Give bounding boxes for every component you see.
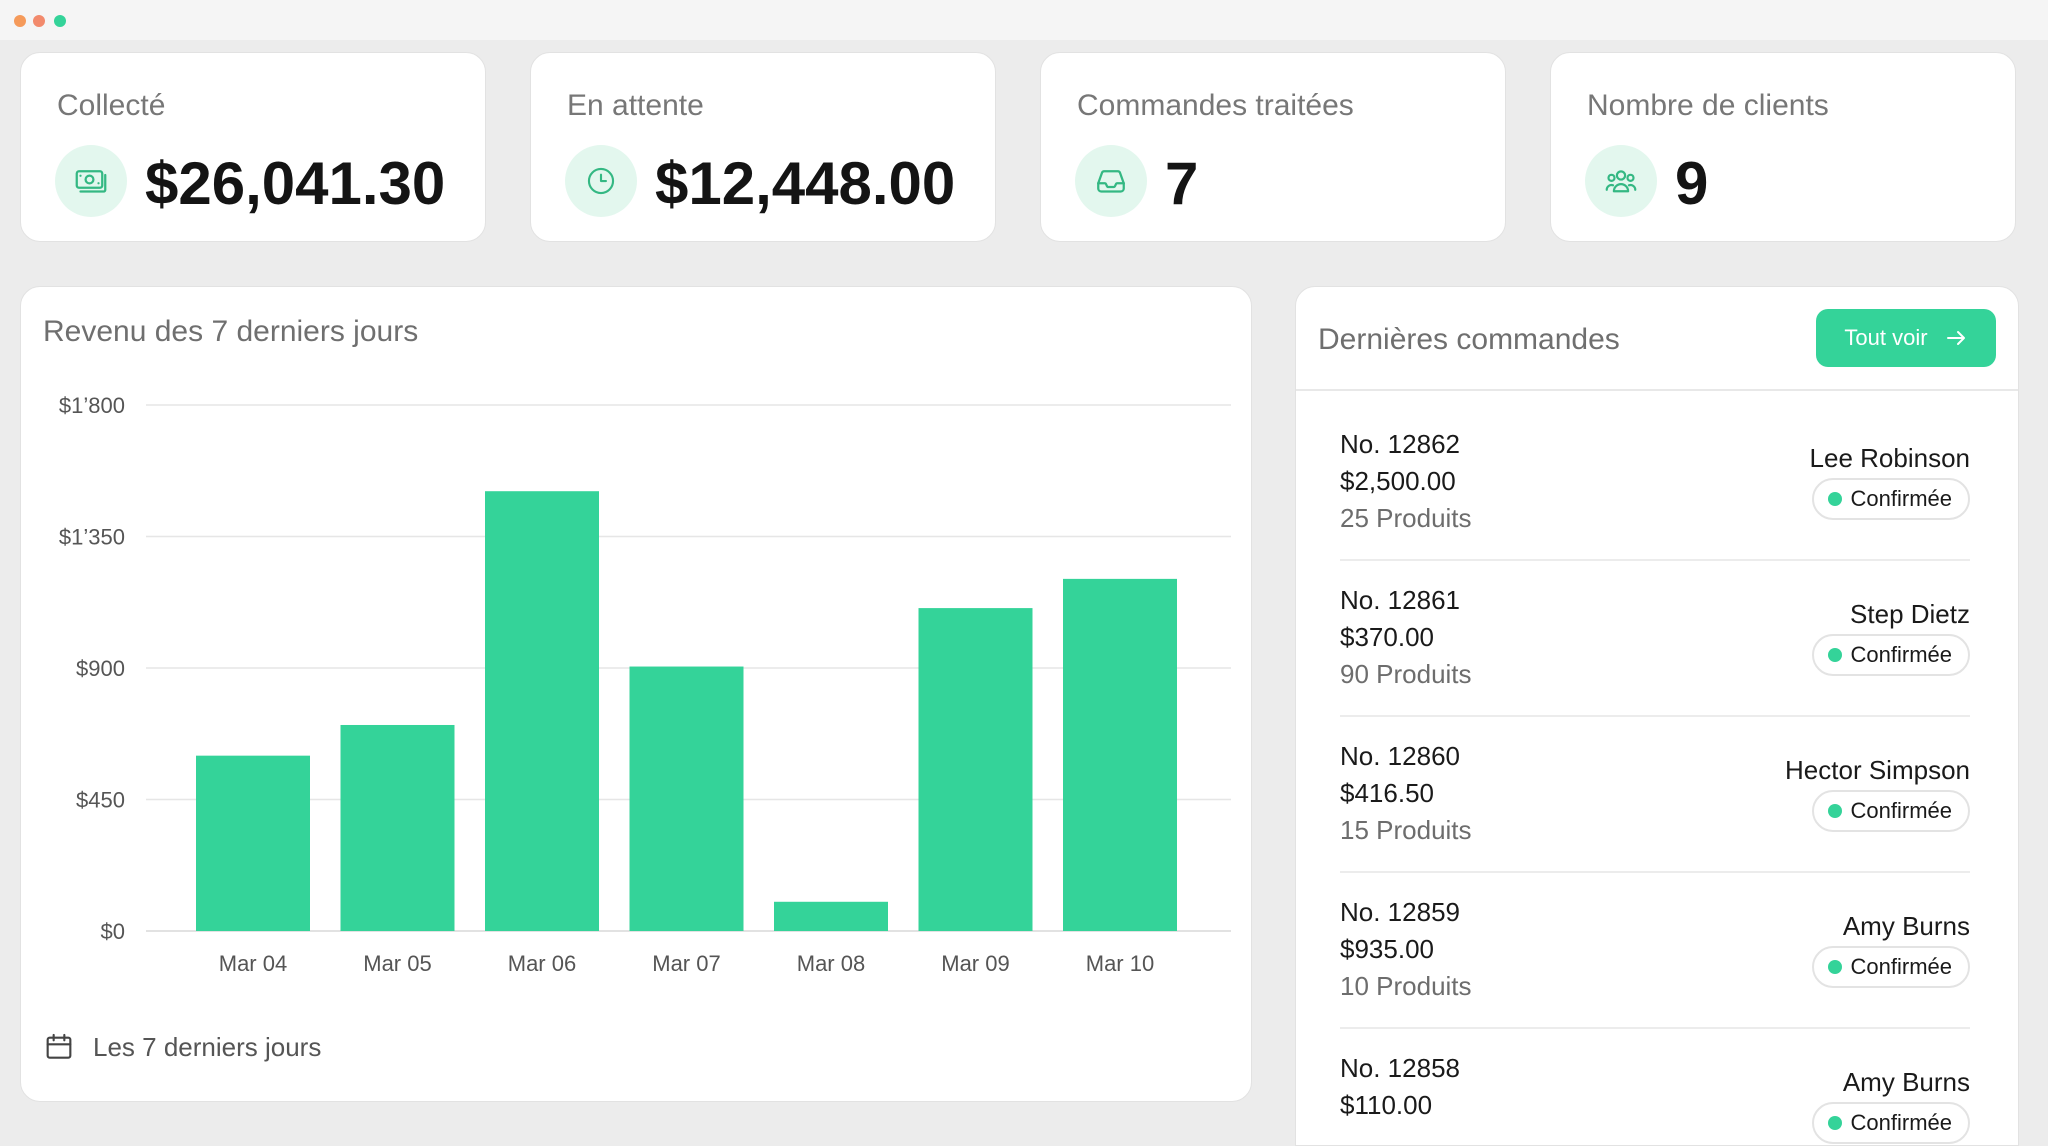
order-customer: Step Dietz	[1850, 599, 1970, 629]
order-number: No. 12860	[1340, 741, 1460, 771]
orders-title: Dernières commandes	[1318, 323, 1620, 356]
revenue-bar-chart: $0 $450 $900 $1’350 $1’800 Mar 04 Mar 05 Mar 06…	[59, 393, 1231, 976]
status-dot-icon	[1827, 804, 1842, 818]
stat-label: Nombre de clients	[1587, 89, 1829, 122]
y-tick-label: $0	[101, 919, 125, 944]
bar[interactable]	[196, 755, 310, 931]
y-tick-label: $1’800	[59, 393, 125, 418]
clock-icon	[565, 145, 637, 217]
view-all-button[interactable]: Tout voir	[1816, 309, 1996, 367]
status-label: Confirmée	[1850, 798, 1952, 823]
stat-label: Collecté	[57, 89, 166, 122]
window-maximize-button[interactable]	[54, 15, 66, 27]
bar[interactable]	[485, 491, 599, 931]
status-badge: Confirmée	[1811, 946, 1970, 988]
inbox-icon	[1075, 145, 1147, 217]
revenue-chart-panel: Revenu des 7 derniers jours $0 $450 $900 $1…	[20, 286, 1252, 1102]
order-row[interactable]: No. 12861 $370.00 90 Produits Step Dietz…	[1340, 561, 1970, 717]
order-products: 10 Produits	[1340, 971, 1472, 1001]
order-row[interactable]: No. 12862 $2,500.00 25 Produits Lee Robi…	[1340, 405, 1970, 561]
x-tick-label: Mar 08	[797, 951, 865, 976]
status-badge: Confirmée	[1811, 634, 1970, 676]
bar[interactable]	[918, 608, 1033, 931]
stat-card-pending: En attente $12,448.00	[530, 52, 996, 242]
status-badge: Confirmée	[1811, 1102, 1970, 1144]
calendar-icon	[43, 1031, 75, 1063]
y-tick-label: $900	[76, 656, 125, 681]
stat-value: $12,448.00	[655, 150, 956, 217]
order-customer: Hector Simpson	[1785, 755, 1970, 785]
x-tick-label: Mar 10	[1086, 951, 1154, 976]
cash-icon	[55, 145, 127, 217]
bar[interactable]	[340, 724, 455, 931]
order-amount: $110.00	[1340, 1090, 1433, 1120]
y-tick-label: $1’350	[59, 525, 125, 550]
users-icon	[1585, 145, 1657, 217]
order-products: 25 Produits	[1340, 503, 1472, 533]
stat-card-collected: Collecté $26,041.30	[20, 52, 486, 242]
order-row[interactable]: No. 12859 $935.00 10 Produits Amy Burns …	[1340, 873, 1970, 1029]
status-label: Confirmée	[1850, 642, 1952, 667]
stat-label: En attente	[567, 89, 704, 122]
order-number: No. 12859	[1340, 897, 1460, 927]
x-tick-label: Mar 09	[941, 951, 1009, 976]
window-minimize-button[interactable]	[33, 15, 45, 27]
order-amount: $370.00	[1340, 622, 1434, 652]
stat-card-orders: Commandes traitées 7	[1040, 52, 1506, 242]
status-dot-icon	[1827, 492, 1842, 506]
x-tick-label: Mar 04	[219, 951, 287, 976]
order-products: 15 Produits	[1340, 815, 1472, 845]
status-dot-icon	[1827, 1116, 1842, 1130]
stat-card-customers: Nombre de clients 9	[1550, 52, 2016, 242]
stat-value: 7	[1165, 150, 1199, 217]
status-label: Confirmée	[1850, 1110, 1952, 1135]
order-number: No. 12862	[1340, 429, 1460, 459]
bar[interactable]	[1063, 578, 1177, 931]
status-badge: Confirmée	[1811, 790, 1970, 832]
order-amount: $935.00	[1340, 934, 1434, 964]
stat-value: $26,041.30	[145, 150, 446, 217]
bar[interactable]	[774, 901, 888, 931]
x-tick-label: Mar 06	[508, 951, 576, 976]
status-badge: Confirmée	[1811, 478, 1970, 520]
order-row[interactable]: No. 12858 $110.00 Amy Burns Confirmée	[1340, 1029, 1970, 1145]
chart-date-range[interactable]: Les 7 derniers jours	[43, 1031, 321, 1063]
order-number: No. 12858	[1340, 1053, 1460, 1083]
order-number: No. 12861	[1340, 585, 1460, 615]
arrow-right-icon	[1944, 326, 1968, 350]
x-tick-label: Mar 07	[652, 951, 720, 976]
order-amount: $416.50	[1340, 778, 1434, 808]
status-dot-icon	[1827, 648, 1842, 662]
orders-header: Dernières commandes Tout voir	[1296, 287, 2018, 391]
bar[interactable]	[629, 666, 744, 931]
chart-footer-label: Les 7 derniers jours	[93, 1031, 322, 1062]
status-label: Confirmée	[1850, 486, 1952, 511]
stat-value: 9	[1675, 150, 1709, 217]
order-row[interactable]: No. 12860 $416.50 15 Produits Hector Sim…	[1340, 717, 1970, 873]
order-amount: $2,500.00	[1340, 466, 1456, 496]
order-customer: Lee Robinson	[1809, 443, 1970, 473]
window-titlebar	[0, 0, 2048, 40]
order-customer: Amy Burns	[1842, 1067, 1970, 1097]
x-tick-label: Mar 05	[363, 951, 431, 976]
view-all-label: Tout voir	[1844, 325, 1928, 350]
stat-label: Commandes traitées	[1077, 89, 1354, 122]
y-tick-label: $450	[76, 788, 125, 813]
latest-orders-panel: Dernières commandes Tout voir No. 12862 …	[1295, 286, 2019, 1146]
window-close-button[interactable]	[14, 15, 26, 27]
status-dot-icon	[1827, 960, 1842, 974]
status-label: Confirmée	[1850, 954, 1952, 979]
chart-title: Revenu des 7 derniers jours	[43, 315, 419, 348]
order-customer: Amy Burns	[1842, 911, 1970, 941]
order-products: 90 Produits	[1340, 659, 1472, 689]
